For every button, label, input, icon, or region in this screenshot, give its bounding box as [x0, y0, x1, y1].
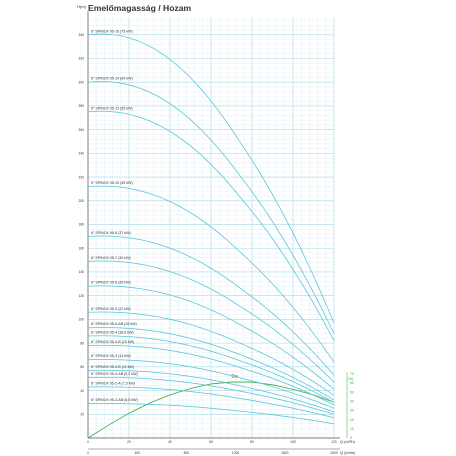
curve-label: 6" SPINOX 95-14 (64 kW) [91, 77, 133, 81]
y-tick-label: 200 [78, 199, 84, 203]
y-tick-label: 140 [78, 270, 84, 274]
pump-curve [87, 335, 335, 403]
chart-title: Emelőmagasság / Hozam [88, 3, 192, 13]
y-tick-label: 160 [78, 246, 84, 250]
y-tick-label: 80 [80, 341, 84, 345]
eta-tick-label: 0 [350, 436, 352, 440]
pump-curve [87, 185, 335, 363]
x-tick-label: 20 [127, 440, 131, 444]
y-tick-label: 40 [80, 389, 84, 393]
pump-curve [87, 344, 335, 406]
pump-curve [87, 377, 335, 415]
pump-curve [87, 403, 335, 425]
y-tick-label: 340 [78, 33, 84, 37]
x-tick-label: 80 [250, 440, 254, 444]
x-tick-label-secondary: 2000 [330, 451, 338, 455]
y-tick-label: 100 [78, 318, 84, 322]
y-tick-label: 260 [78, 128, 84, 132]
y-tick-label: 280 [78, 104, 84, 108]
x-tick-label-secondary: 0 [87, 451, 89, 455]
curve-label: 6" SPINOX 95-7 (30 kW) [91, 256, 131, 260]
pump-curve [87, 260, 335, 383]
eta-curve [87, 381, 335, 439]
eta-tick-label: 10 [350, 427, 354, 431]
curve-label: 6" SPINOX 95-16 (75 kW) [91, 29, 133, 33]
x-tick-label-secondary: 1200 [232, 451, 240, 455]
curve-label: 6" SPINOX 95-5 (22 kW) [91, 307, 131, 311]
y-tick-label: 240 [78, 152, 84, 156]
y-tick-label: 220 [78, 175, 84, 179]
y-axis-label: H(m) [77, 4, 87, 9]
eta-tick-label: 70 [350, 372, 354, 376]
eta-tick-label: 20 [350, 418, 354, 422]
pump-curve [87, 81, 335, 334]
y-tick-label: 300 [78, 80, 84, 84]
pump-curve [87, 285, 335, 390]
x-tick-label: 100 [290, 440, 296, 444]
eta-layer: Eta [87, 373, 335, 439]
y-tick-label: 120 [78, 294, 84, 298]
pump-curve [87, 110, 335, 341]
y-tick-label: 180 [78, 223, 84, 227]
curve-label: 6" SPINOX 95-4-AB (9,2 kW) [91, 372, 138, 376]
eta-tick-label: 60 [350, 381, 354, 385]
pump-curve [87, 369, 335, 413]
pump-curve [87, 311, 335, 396]
curve-label: 6" SPINOX 95-8 (37 kW) [91, 231, 131, 235]
x-axis-label-secondary: Q (l/min) [340, 450, 356, 455]
x-tick-label-secondary: 1600 [281, 451, 289, 455]
pump-curve [87, 327, 335, 401]
curve-label: 6" SPINOX 95-2-AB (5,5 kW) [91, 398, 138, 402]
x-tick-label-secondary: 400 [134, 451, 140, 455]
pump-curve [87, 386, 335, 419]
x-axis-label: Q (m³/h) [340, 439, 356, 444]
curve-labels: 6" SPINOX 95-16 (75 kW) 6" SPINOX 95-14 (… [91, 29, 138, 402]
curve-label: 6" SPINOX 95-6 (26 kW) [91, 281, 131, 285]
eta-tick-label: 30 [350, 409, 354, 413]
eta-curve-label: Eta [232, 373, 239, 378]
curve-label: 6" SPINOX 95-4 (18,5 kW) [91, 331, 134, 335]
x-tick-label: 40 [168, 440, 172, 444]
curve-label: 6" SPINOX 95-10 (45 kW) [91, 181, 133, 185]
eta-axis-label: (%) [348, 377, 353, 381]
pump-curve [87, 235, 335, 376]
eta-tick-label: 50 [350, 390, 354, 394]
curve-label: 6" SPINOX 95-5-AB (15 kW) [91, 322, 137, 326]
curve-label: 6" SPINOX 95-3 (13 kW) [91, 354, 131, 358]
y-tick-label: 320 [78, 57, 84, 61]
x-tick-label: 60 [209, 440, 213, 444]
y-tick-label: 20 [80, 412, 84, 416]
pump-curve [87, 33, 335, 324]
curve-label: 6" SPINOX 95-3-B (11 kW) [91, 365, 134, 369]
x-tick-label-secondary: 800 [184, 451, 190, 455]
curves [87, 33, 335, 425]
eta-tick-label: 40 [350, 400, 354, 404]
x-tick-label: 0 [87, 440, 89, 444]
curve-label: 6" SPINOX 95-4-B (15 kW) [91, 340, 134, 344]
x-tick-label: 120 [331, 440, 337, 444]
grid [87, 17, 335, 439]
curve-label: 6" SPINOX 95-13 (55 kW) [91, 106, 133, 110]
y-tick-label: 60 [80, 365, 84, 369]
curve-label: 6" SPINOX 95-2-A (7,5 kW) [91, 382, 135, 386]
pump-curve [87, 359, 335, 409]
